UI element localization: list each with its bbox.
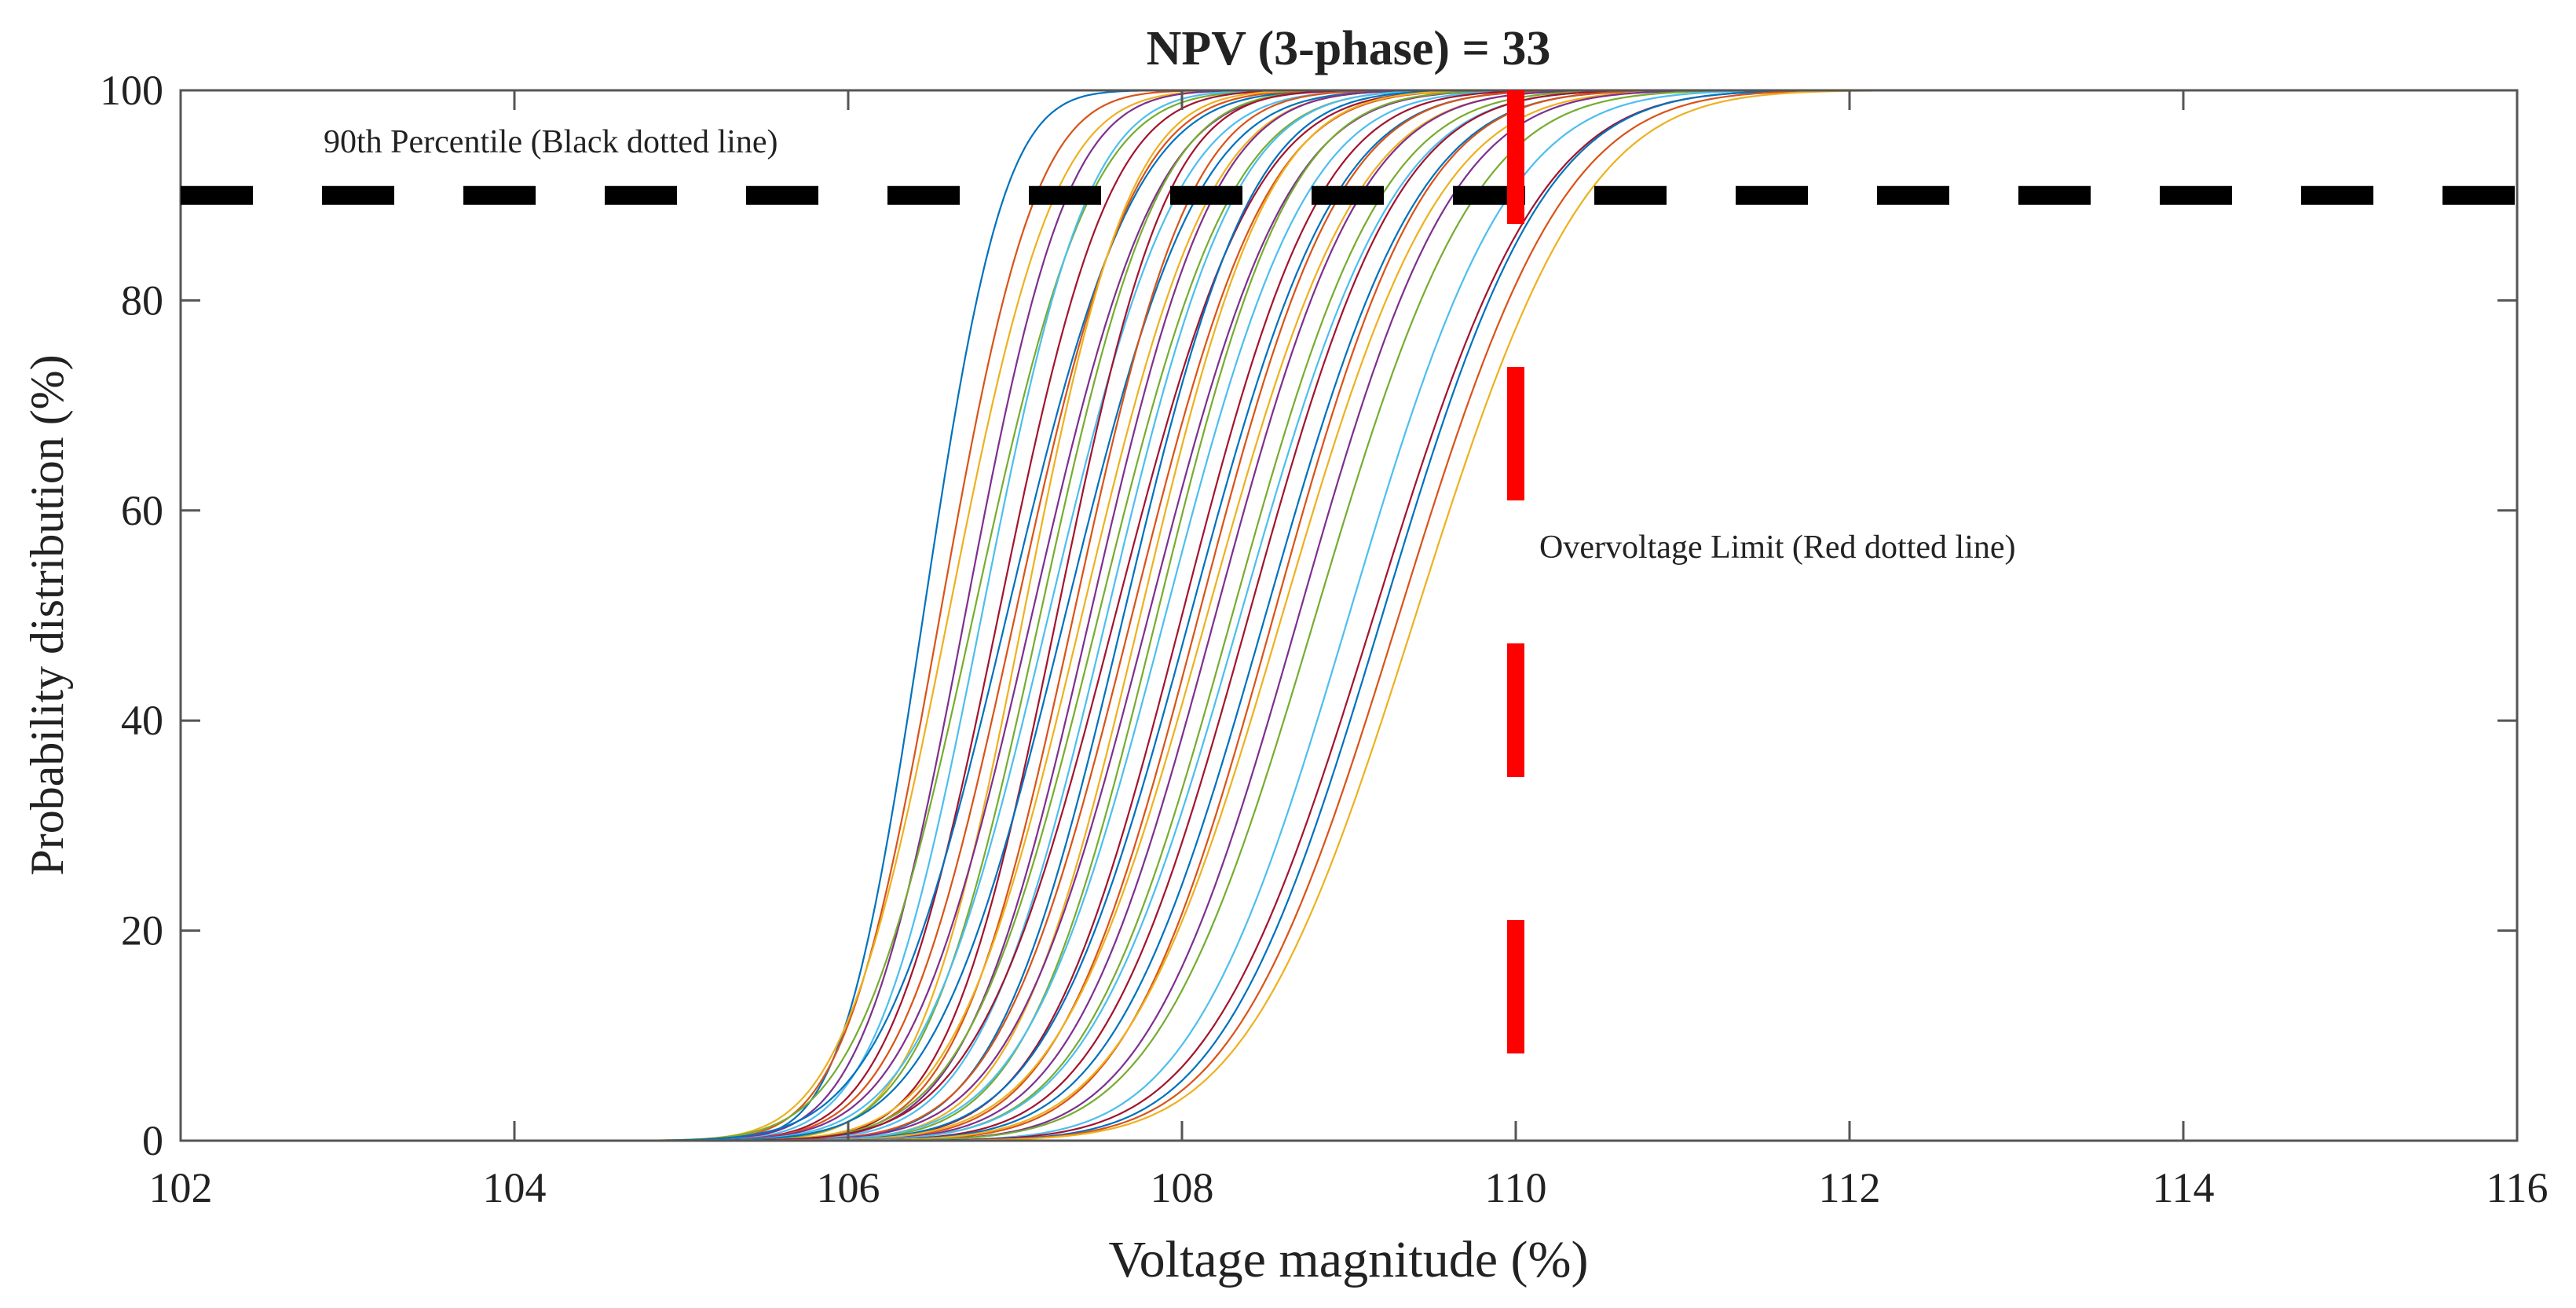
x-tick-label: 102 — [149, 1164, 213, 1211]
x-axis-label: Voltage magnitude (%) — [1109, 1231, 1589, 1288]
y-tick-label: 80 — [121, 277, 163, 324]
y-tick-label: 40 — [121, 697, 163, 744]
x-tick-label: 114 — [2153, 1164, 2215, 1211]
cdf-curve-35 — [723, 89, 1999, 1142]
plot-frame — [179, 89, 2519, 1142]
cdf-curve-28 — [693, 89, 1889, 1142]
cdf-curve-21 — [627, 89, 1822, 1142]
cdf-curve-16 — [660, 89, 1699, 1142]
cdf-curve-40 — [752, 89, 2108, 1142]
y-tick-label: 0 — [142, 1117, 163, 1164]
axis-ticks: 102 104 106 108 110 112 114 116 0 20 40 60 80 100 — [100, 67, 2549, 1211]
cdf-curve-27 — [669, 89, 1882, 1142]
cdf-curve-29 — [679, 89, 1925, 1142]
cdf-curve-33 — [706, 89, 1981, 1142]
x-tick-label: 108 — [1151, 1164, 1214, 1211]
y-tick-label: 20 — [121, 907, 163, 954]
overvoltage-annotation: Overvoltage Limit (Red dotted line) — [1539, 529, 2016, 566]
x-tick-label: 106 — [817, 1164, 880, 1211]
percentile-annotation: 90th Percentile (Black dotted line) — [324, 124, 778, 160]
cdf-curve-25 — [660, 89, 1856, 1142]
x-tick-label: 104 — [483, 1164, 547, 1211]
chart-title: NPV (3-phase) = 33 — [1147, 22, 1551, 75]
y-tick-label: 100 — [100, 67, 163, 114]
series-curves — [614, 89, 2250, 1142]
x-tick-label: 110 — [1485, 1164, 1547, 1211]
y-axis-label: Probability distribution (%) — [21, 354, 73, 875]
cdf-curve-18 — [654, 89, 1740, 1142]
cdf-curve-31 — [681, 89, 1956, 1142]
cdf-curve-1 — [638, 89, 1406, 1142]
cdf-curve-36 — [724, 89, 2033, 1142]
x-tick-label: 112 — [1819, 1164, 1881, 1211]
y-tick-label: 60 — [121, 487, 163, 534]
cdf-curve-39 — [758, 89, 2067, 1142]
cdf-curve-45 — [814, 89, 2250, 1142]
x-tick-label: 116 — [2486, 1164, 2549, 1211]
